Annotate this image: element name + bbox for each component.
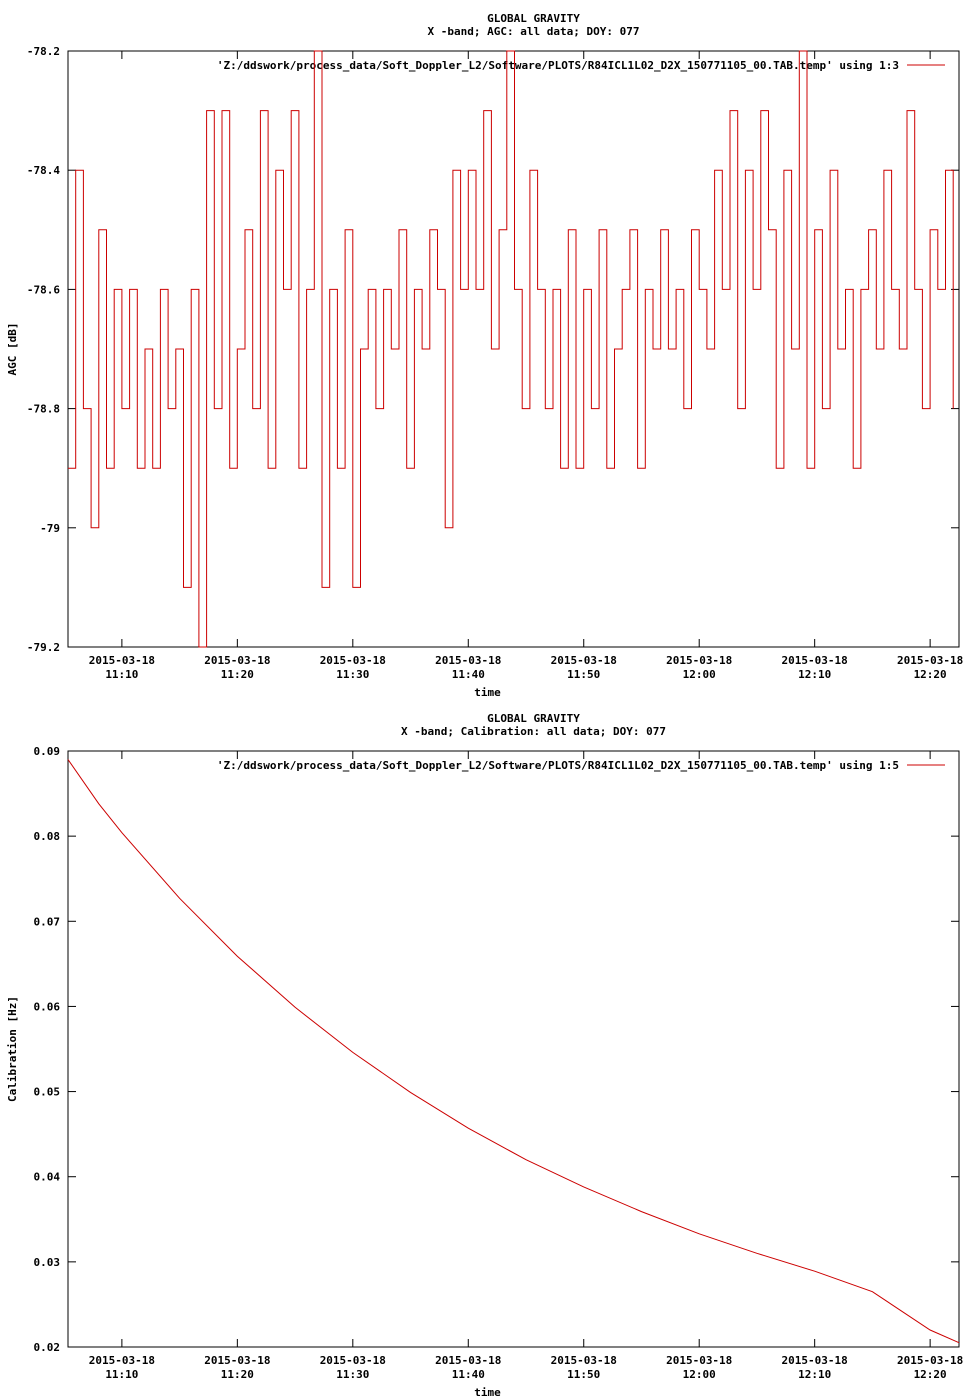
- x-tick-time: 12:00: [683, 1368, 716, 1381]
- y-tick-label: -78.4: [27, 164, 60, 177]
- y-tick-label: 0.07: [34, 915, 61, 928]
- y-tick-label: 0.02: [34, 1341, 61, 1354]
- y-tick-label: -78.2: [27, 45, 60, 58]
- plot-frame: [67, 50, 960, 648]
- series-line: [67, 759, 960, 1344]
- x-tick-time: 11:20: [221, 1368, 254, 1381]
- x-tick-date: 2015-03-18: [782, 654, 848, 667]
- x-tick-date: 2015-03-18: [782, 1354, 848, 1367]
- y-axis-label: AGC [dB]: [6, 323, 19, 376]
- x-tick-time: 11:30: [336, 668, 369, 681]
- y-tick-label: 0.03: [34, 1256, 61, 1269]
- x-tick-time: 12:10: [798, 668, 831, 681]
- y-tick-label: 0.09: [34, 745, 61, 758]
- x-tick-time: 11:40: [452, 1368, 485, 1381]
- y-axis-label: Calibration [Hz]: [6, 996, 19, 1102]
- x-tick-date: 2015-03-18: [897, 1354, 963, 1367]
- x-tick-date: 2015-03-18: [320, 1354, 386, 1367]
- x-tick-time: 11:40: [452, 668, 485, 681]
- y-tick-label: 0.06: [34, 1000, 61, 1013]
- x-tick-time: 11:50: [567, 1368, 600, 1381]
- y-tick-label: -79.2: [27, 641, 60, 654]
- x-axis-label: time: [474, 686, 501, 699]
- legend-label: 'Z:/ddswork/process_data/Soft_Doppler_L2…: [217, 59, 899, 72]
- chart-title: GLOBAL GRAVITY: [487, 712, 580, 725]
- x-axis-label: time: [474, 1386, 501, 1399]
- chart-subtitle: X -band; AGC: all data; DOY: 077: [428, 25, 640, 38]
- x-tick-date: 2015-03-18: [89, 654, 155, 667]
- x-tick-time: 12:20: [914, 668, 947, 681]
- chart-title: GLOBAL GRAVITY: [487, 12, 580, 25]
- x-tick-time: 11:50: [567, 668, 600, 681]
- x-tick-date: 2015-03-18: [320, 654, 386, 667]
- y-tick-label: -78.8: [27, 403, 60, 416]
- x-tick-date: 2015-03-18: [551, 654, 617, 667]
- x-tick-time: 11:10: [105, 1368, 138, 1381]
- x-tick-date: 2015-03-18: [666, 654, 732, 667]
- chart-subtitle: X -band; Calibration: all data; DOY: 077: [401, 725, 666, 738]
- plot-frame: [67, 750, 960, 1348]
- y-tick-label: 0.05: [34, 1086, 61, 1099]
- x-tick-time: 11:20: [221, 668, 254, 681]
- x-tick-date: 2015-03-18: [435, 654, 501, 667]
- y-tick-label: 0.04: [34, 1171, 61, 1184]
- x-tick-time: 11:30: [336, 1368, 369, 1381]
- x-tick-time: 12:20: [914, 1368, 947, 1381]
- y-tick-label: -79: [40, 522, 60, 535]
- x-tick-date: 2015-03-18: [897, 654, 963, 667]
- x-tick-time: 12:00: [683, 668, 716, 681]
- x-tick-time: 12:10: [798, 1368, 831, 1381]
- y-tick-label: 0.08: [34, 830, 61, 843]
- y-tick-label: -78.6: [27, 283, 60, 296]
- x-tick-date: 2015-03-18: [89, 1354, 155, 1367]
- x-tick-date: 2015-03-18: [666, 1354, 732, 1367]
- x-tick-date: 2015-03-18: [435, 1354, 501, 1367]
- x-tick-date: 2015-03-18: [551, 1354, 617, 1367]
- series-line: [68, 50, 954, 648]
- x-tick-date: 2015-03-18: [204, 654, 270, 667]
- legend-label: 'Z:/ddswork/process_data/Soft_Doppler_L2…: [217, 759, 899, 772]
- x-tick-date: 2015-03-18: [204, 1354, 270, 1367]
- x-tick-time: 11:10: [105, 668, 138, 681]
